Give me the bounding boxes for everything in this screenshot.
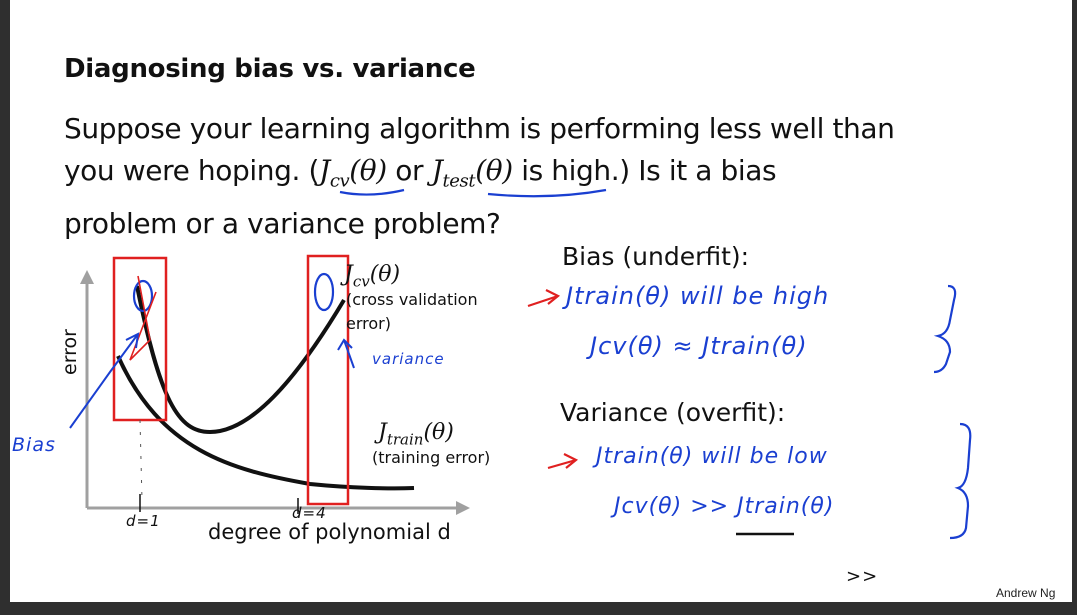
train-curve-label: Jtrain(θ) [378,420,454,448]
training-error-curve [116,355,415,491]
bias-note-arrow [527,294,559,308]
bias-circle [132,279,154,313]
jtest-term: Jtest(θ) [431,154,514,192]
bias-note-1: Jtrain(θ) will be high [566,282,830,310]
jcv-underline [339,188,405,196]
body-line-1: Suppose your learning algorithm is perfo… [64,112,895,145]
train-curve-symbol: J [378,420,387,445]
x-axis-arrow [456,501,470,515]
body-line-2-start: you were hoping. ( [64,154,319,187]
variance-note-2: Jcv(θ) >> Jtrain(θ) [614,494,835,519]
cv-curve-desc-2: error) [346,314,391,333]
d1-annotation: d=1 [126,512,161,530]
jcv-symbol: J [318,154,330,187]
jtest-argument: (θ) [475,154,513,187]
slide-body: Suppose your learning algorithm is perfo… [64,108,964,245]
cv-curve-sub: cv [352,272,370,291]
variance-region-box [306,254,350,506]
slide: Diagnosing bias vs. variance Suppose you… [10,0,1072,602]
slide-title: Diagnosing bias vs. variance [64,54,476,84]
variance-arrow [343,339,355,369]
jcv-subscript: cv [329,170,350,192]
extra-mark: >> [846,566,879,587]
body-line-3: problem or a variance problem? [64,206,501,240]
bias-annotation: Bias [12,434,56,456]
bias-note-arrow-head [545,289,561,305]
cv-curve-symbol: J [344,262,353,287]
y-axis-arrow [80,270,94,284]
jcv-argument: (θ) [349,154,387,187]
x-axis-label: degree of polynomial d [208,520,451,544]
variance-note-1: Jtrain(θ) will be low [596,444,828,469]
jtest-symbol: J [431,154,443,187]
jcv-term: Jcv(θ) [318,154,387,192]
bias-heading: Bias (underfit): [562,242,750,271]
train-curve-desc: (training error) [372,448,491,467]
body-line-2: you were hoping. (Jcv(θ) or Jtest(θ) is … [64,150,964,203]
variance-bracket [949,422,972,540]
bias-note-2: Jcv(θ) ≈ Jtrain(θ) [590,332,808,360]
d4-annotation: d=4 [292,504,327,522]
cv-curve-desc-1: (cross validation [346,290,478,309]
train-curve-sub: train [386,430,424,449]
variance-heading: Variance (overfit): [560,398,786,427]
bias-arrow [69,333,139,429]
variance-annotation: variance [372,350,445,368]
cv-error-curve [135,285,346,435]
bias-variance-plot: error [59,188,972,540]
variance-circle [313,272,335,312]
cv-curve-arg: (θ) [369,262,401,287]
bias-bracket [933,284,957,374]
d1-guide [139,419,143,501]
footer-author: Andrew Ng [996,586,1056,600]
train-curve-arg: (θ) [423,420,454,445]
bias-arrow-head [125,332,140,349]
variance-note-arrow [547,458,577,470]
variance-arrow-head [337,338,353,351]
y-axis-label: error [59,329,81,375]
variance-note-arrow-head [563,453,579,469]
or-word: or [386,154,432,187]
jtest-subscript: test [442,170,476,192]
jtest-underline [487,188,607,198]
body-line-2-end: is high.) Is it a bias [512,154,777,187]
bias-scribble [129,275,157,361]
cv-curve-label: Jcv(θ) [344,262,400,290]
